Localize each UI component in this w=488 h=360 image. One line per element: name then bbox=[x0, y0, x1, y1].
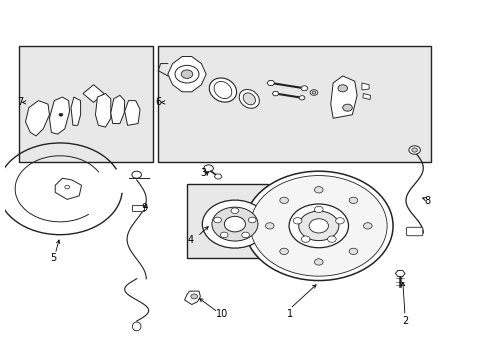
Circle shape bbox=[301, 236, 309, 242]
Polygon shape bbox=[266, 81, 274, 85]
Circle shape bbox=[301, 86, 307, 91]
Circle shape bbox=[202, 200, 267, 248]
Circle shape bbox=[293, 217, 301, 224]
Polygon shape bbox=[330, 76, 356, 118]
Bar bbox=[132, 206, 143, 211]
Circle shape bbox=[190, 294, 197, 299]
Circle shape bbox=[59, 113, 63, 116]
Circle shape bbox=[363, 223, 371, 229]
Circle shape bbox=[411, 148, 417, 152]
Circle shape bbox=[337, 85, 347, 92]
Circle shape bbox=[244, 171, 392, 280]
Polygon shape bbox=[124, 100, 140, 125]
Polygon shape bbox=[361, 83, 368, 90]
Ellipse shape bbox=[209, 78, 236, 102]
Circle shape bbox=[181, 70, 192, 78]
Text: 7: 7 bbox=[17, 98, 23, 107]
Circle shape bbox=[279, 197, 288, 203]
Circle shape bbox=[327, 236, 336, 242]
Circle shape bbox=[231, 208, 238, 213]
Circle shape bbox=[224, 216, 245, 232]
Ellipse shape bbox=[243, 93, 255, 105]
Polygon shape bbox=[395, 270, 404, 276]
Text: 2: 2 bbox=[402, 316, 408, 326]
Circle shape bbox=[314, 259, 323, 265]
Circle shape bbox=[348, 248, 357, 255]
Circle shape bbox=[308, 219, 328, 233]
Circle shape bbox=[309, 90, 317, 95]
Circle shape bbox=[250, 176, 386, 276]
Circle shape bbox=[132, 171, 141, 178]
Circle shape bbox=[314, 186, 323, 193]
Circle shape bbox=[220, 232, 227, 238]
Text: 3: 3 bbox=[200, 168, 206, 178]
Circle shape bbox=[335, 217, 344, 224]
Circle shape bbox=[298, 211, 338, 240]
Circle shape bbox=[211, 207, 257, 241]
Text: 5: 5 bbox=[50, 253, 57, 262]
Bar bbox=[158, 46, 430, 162]
Polygon shape bbox=[49, 97, 69, 134]
Circle shape bbox=[408, 146, 420, 154]
Polygon shape bbox=[25, 100, 49, 136]
Circle shape bbox=[314, 206, 323, 213]
Polygon shape bbox=[214, 174, 222, 179]
Polygon shape bbox=[71, 97, 81, 125]
Bar bbox=[186, 184, 268, 258]
Polygon shape bbox=[111, 95, 124, 123]
Circle shape bbox=[265, 223, 273, 229]
Circle shape bbox=[241, 232, 249, 238]
Polygon shape bbox=[55, 178, 81, 199]
Text: 10: 10 bbox=[215, 309, 227, 319]
FancyBboxPatch shape bbox=[406, 227, 422, 236]
Text: 1: 1 bbox=[286, 309, 292, 319]
Polygon shape bbox=[95, 94, 111, 127]
Text: 6: 6 bbox=[156, 98, 162, 107]
Polygon shape bbox=[362, 94, 370, 100]
Polygon shape bbox=[272, 91, 279, 96]
Bar bbox=[19, 46, 153, 162]
Circle shape bbox=[248, 217, 256, 223]
Circle shape bbox=[213, 217, 221, 223]
Circle shape bbox=[64, 185, 69, 189]
Text: 9: 9 bbox=[141, 203, 147, 213]
Text: 8: 8 bbox=[424, 196, 429, 206]
Ellipse shape bbox=[132, 322, 141, 331]
Circle shape bbox=[299, 96, 304, 100]
Polygon shape bbox=[83, 85, 104, 102]
Circle shape bbox=[279, 248, 288, 255]
Circle shape bbox=[348, 197, 357, 203]
Text: 4: 4 bbox=[187, 235, 194, 245]
Circle shape bbox=[342, 104, 351, 111]
Circle shape bbox=[311, 91, 315, 94]
Circle shape bbox=[288, 204, 348, 248]
Ellipse shape bbox=[214, 81, 231, 99]
Polygon shape bbox=[167, 57, 206, 92]
Circle shape bbox=[175, 66, 199, 83]
Polygon shape bbox=[184, 291, 200, 305]
Circle shape bbox=[203, 165, 213, 172]
Ellipse shape bbox=[239, 89, 259, 108]
